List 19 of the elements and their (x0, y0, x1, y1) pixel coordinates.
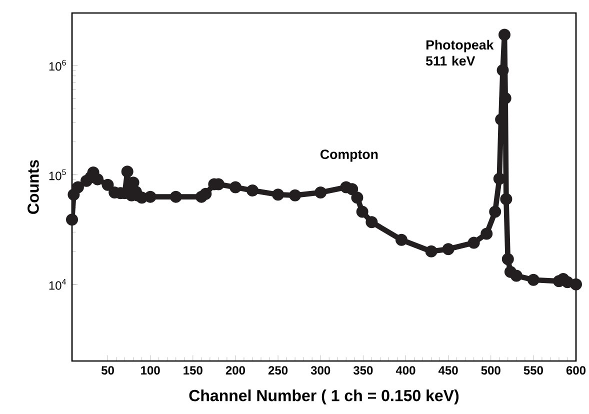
x-tick-label: 450 (438, 366, 458, 375)
x-tick-label: 250 (268, 366, 288, 375)
x-axis-title: Channel Number ( 1 ch = 0.150 keV) (189, 390, 459, 404)
x-tick-label: 550 (524, 366, 543, 375)
x-tick-label: 300 (310, 366, 330, 375)
x-tick-label: 100 (141, 366, 160, 375)
x-tick-label: 150 (184, 366, 202, 375)
annotation: Compton (320, 150, 378, 162)
y-tick-label: 10$^{4}$ (49, 279, 66, 290)
y-axis-title: Counts (28, 160, 39, 214)
x-tick-label: 350 (353, 366, 373, 375)
x-tick-label: 200 (226, 366, 245, 375)
x-tick-label: 600 (566, 366, 586, 375)
x-tick-label: 400 (396, 366, 416, 375)
x-tick-label: 50 (101, 366, 114, 375)
y-tick-label: 10$^{6}$ (49, 60, 66, 71)
x-tick-label: 500 (481, 366, 500, 375)
y-tick-label: 10$^{5}$ (49, 169, 66, 180)
annotation: Photopeak 511 keV (426, 40, 494, 66)
